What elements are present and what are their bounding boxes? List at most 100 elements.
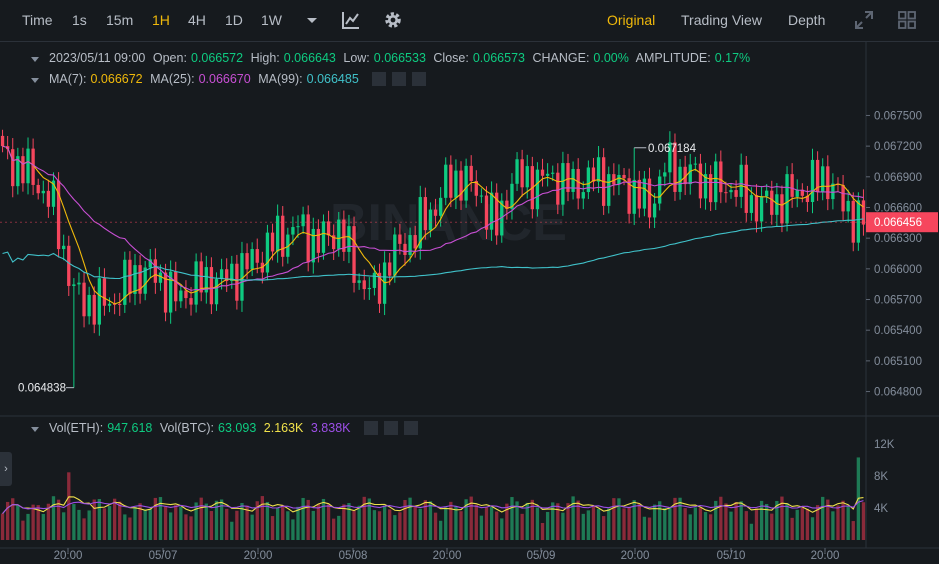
candle-body bbox=[62, 245, 66, 250]
vol-eye-icon[interactable] bbox=[363, 420, 378, 435]
volume-bar bbox=[627, 506, 631, 540]
volume-bar bbox=[281, 505, 285, 540]
interval-4h[interactable]: 4H bbox=[188, 12, 206, 28]
volume-bar bbox=[525, 502, 529, 540]
candle-body bbox=[765, 190, 769, 197]
volume-bar bbox=[184, 514, 188, 540]
vol-caret-icon[interactable] bbox=[31, 427, 39, 432]
volume-bar bbox=[11, 498, 15, 540]
volume-bar bbox=[826, 499, 830, 540]
volume-bar bbox=[795, 509, 799, 540]
candle-body bbox=[846, 200, 850, 212]
candle-body bbox=[82, 282, 86, 317]
volume-bar bbox=[658, 501, 662, 540]
candle-body bbox=[805, 195, 810, 203]
candle-body bbox=[265, 232, 270, 273]
interval-1s[interactable]: 1s bbox=[72, 12, 87, 28]
watermark: BINANCE bbox=[330, 194, 567, 252]
candle-body bbox=[36, 184, 40, 194]
candle-body bbox=[510, 183, 514, 209]
candle-body bbox=[306, 214, 310, 263]
volume-bar bbox=[423, 500, 428, 540]
candle-body bbox=[301, 214, 305, 227]
grid-layout-icon[interactable] bbox=[897, 10, 917, 30]
volume-bar bbox=[530, 499, 534, 540]
volume-bar bbox=[545, 511, 550, 540]
interval-time[interactable]: Time bbox=[22, 12, 53, 28]
volume-bar bbox=[428, 501, 433, 540]
expand-panel-icon[interactable]: › bbox=[0, 452, 12, 486]
volume-bar bbox=[128, 517, 132, 540]
candle-body bbox=[683, 166, 687, 185]
volume-bar bbox=[841, 500, 845, 540]
volume-bar bbox=[668, 508, 672, 540]
fullscreen-icon[interactable] bbox=[854, 10, 874, 30]
volume-bar bbox=[326, 504, 331, 540]
volume-bar bbox=[296, 506, 300, 540]
candle-body bbox=[438, 197, 443, 216]
close-icon[interactable] bbox=[412, 71, 427, 86]
candle-body bbox=[449, 164, 453, 198]
view-original[interactable]: Original bbox=[607, 12, 656, 28]
candle-body bbox=[520, 159, 524, 188]
volume-bar bbox=[647, 517, 652, 540]
volume-bar bbox=[51, 496, 56, 540]
volume-bar bbox=[703, 512, 708, 540]
candle-body bbox=[856, 200, 861, 243]
price-tick-label: 0.066000 bbox=[874, 264, 922, 276]
candle-body bbox=[729, 190, 733, 193]
view-depth[interactable]: Depth bbox=[788, 12, 826, 28]
indicator-icon[interactable] bbox=[341, 10, 361, 30]
candle-body bbox=[143, 267, 147, 294]
interval-1w[interactable]: 1W bbox=[261, 12, 282, 28]
candle-body bbox=[775, 194, 779, 215]
price-tick-label: 0.067200 bbox=[874, 141, 922, 153]
volume-bar bbox=[607, 508, 611, 540]
time-tick-label: 20:00 bbox=[54, 550, 83, 562]
view-trading-view[interactable]: Trading View bbox=[681, 12, 762, 28]
volume-bar bbox=[678, 497, 682, 540]
interval-1d[interactable]: 1D bbox=[225, 12, 243, 28]
volume-bar bbox=[861, 502, 866, 540]
eye-icon[interactable] bbox=[372, 71, 387, 86]
interval-1h[interactable]: 1H bbox=[152, 12, 170, 28]
volume-bar bbox=[836, 505, 840, 540]
interval-15m[interactable]: 15m bbox=[106, 12, 134, 28]
vol-close-icon[interactable] bbox=[403, 420, 418, 435]
candle-body bbox=[525, 166, 529, 188]
candle-body bbox=[469, 165, 473, 181]
candle-body bbox=[601, 157, 606, 206]
change-value: 0.00% bbox=[593, 51, 629, 65]
candle-body bbox=[703, 174, 708, 199]
candle-body bbox=[596, 157, 601, 182]
ma-caret-icon[interactable] bbox=[31, 78, 39, 83]
volume-bar bbox=[67, 472, 71, 540]
high-value: 0.066643 bbox=[283, 51, 336, 65]
candle-body bbox=[607, 174, 611, 206]
volume-bar bbox=[77, 509, 81, 540]
volume-bar bbox=[775, 500, 779, 540]
vol-settings-icon[interactable] bbox=[383, 420, 398, 435]
candle-body bbox=[423, 197, 428, 231]
gear-icon[interactable] bbox=[383, 10, 403, 30]
settings-icon[interactable] bbox=[392, 71, 407, 86]
volume-bar bbox=[260, 496, 265, 540]
chevron-down-icon[interactable] bbox=[306, 17, 318, 25]
time-tick-label: 05/08 bbox=[339, 550, 368, 562]
candle-body bbox=[668, 142, 672, 173]
time-tick-label: 05/09 bbox=[527, 550, 556, 562]
candle-body bbox=[97, 278, 101, 325]
candle-body bbox=[209, 267, 214, 305]
collapse-caret-icon[interactable] bbox=[31, 57, 39, 62]
candle-body bbox=[296, 226, 300, 228]
volume-bar bbox=[724, 503, 728, 540]
price-tick-label: 0.066900 bbox=[874, 172, 922, 184]
candle-body bbox=[566, 163, 570, 192]
volume-bar bbox=[270, 516, 275, 540]
candle-body bbox=[581, 192, 585, 199]
volume-bar bbox=[744, 511, 748, 540]
candle-body bbox=[21, 156, 25, 184]
candle-body bbox=[698, 163, 703, 199]
candle-body bbox=[551, 172, 555, 174]
candle-body bbox=[719, 161, 723, 193]
